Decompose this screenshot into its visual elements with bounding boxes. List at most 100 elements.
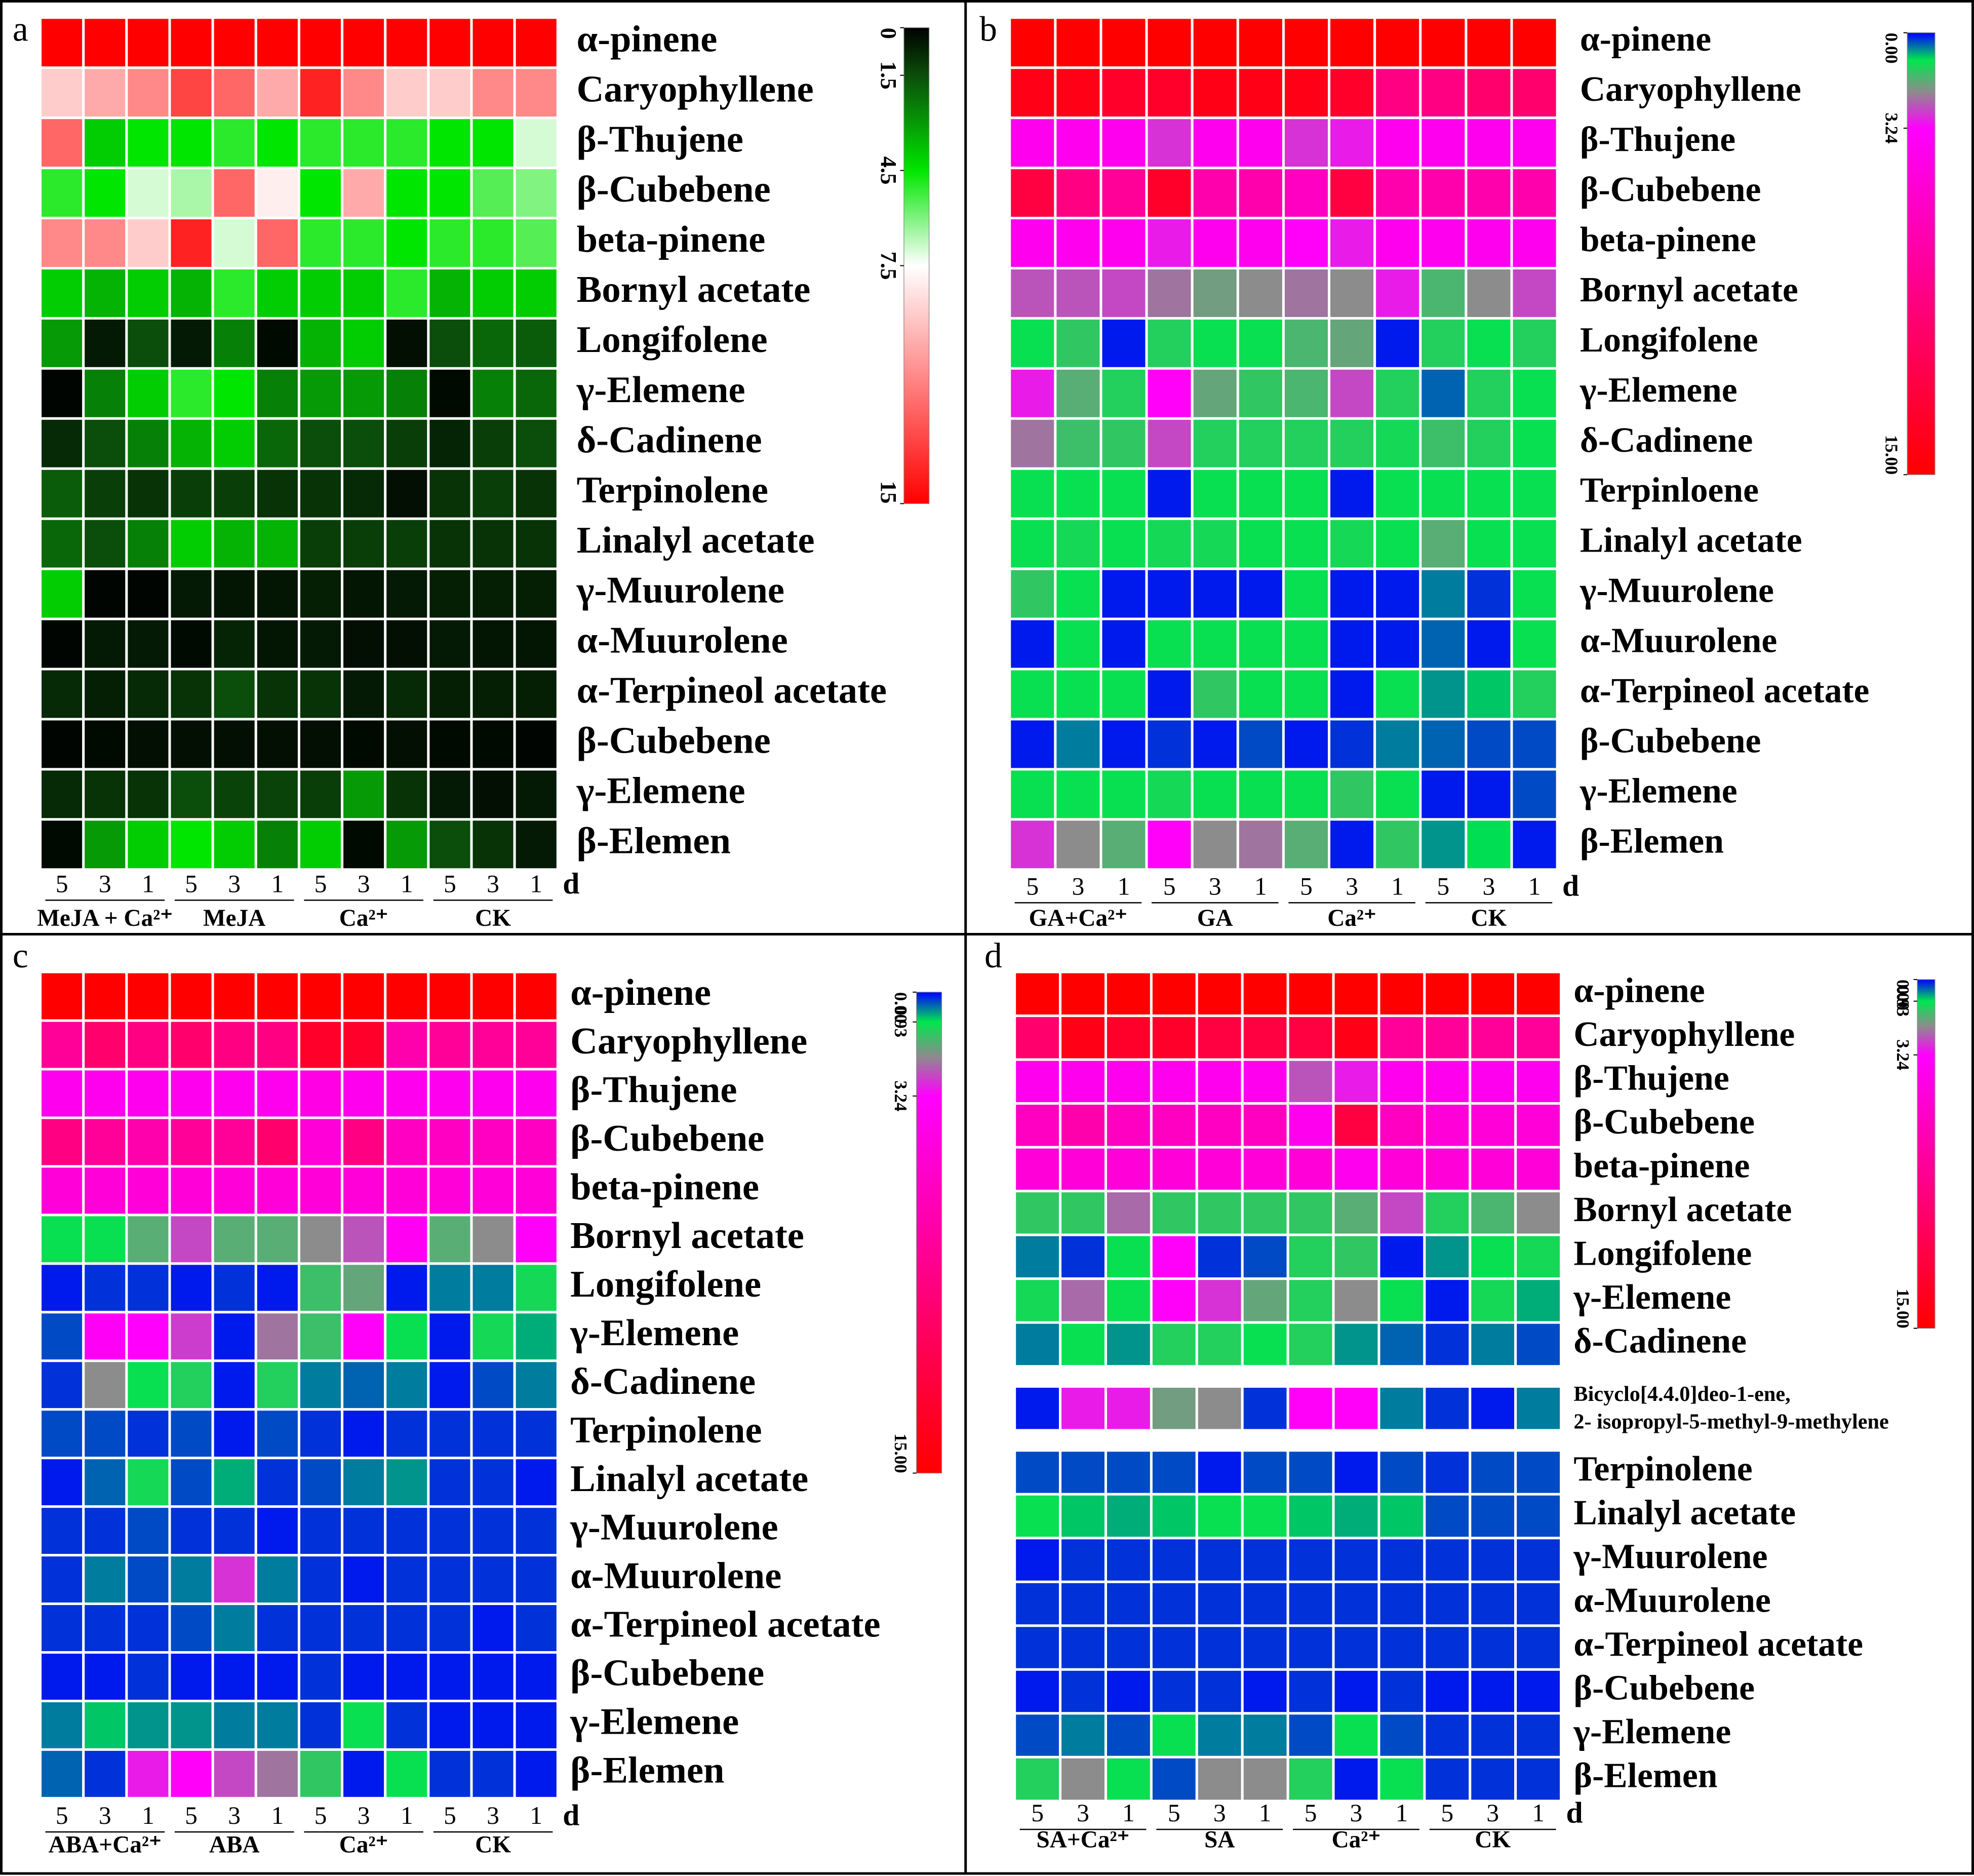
heatmap-cell (1008, 116, 1057, 170)
heatmap-cell (39, 16, 85, 69)
heatmap-cell (341, 116, 387, 170)
heatmap-cell (1145, 167, 1194, 220)
heatmap-cell (39, 467, 85, 520)
heatmap-cell (470, 1505, 516, 1557)
heatmap-cell (1241, 1277, 1289, 1324)
heatmap-cell (1013, 1449, 1062, 1496)
heatmap-cell (39, 1457, 85, 1508)
heatmap-cell (254, 16, 300, 69)
heatmap-cell (168, 1457, 214, 1508)
heatmap-cell (470, 116, 516, 170)
heatmap-cell (1059, 1755, 1107, 1803)
row-label: α-Muurolene (1573, 1581, 1770, 1620)
heatmap-cell (1236, 768, 1285, 821)
panel-label: d (984, 936, 1002, 975)
heatmap-cell (1054, 517, 1102, 570)
heatmap-cell (513, 1019, 559, 1071)
heatmap-cell (1514, 1755, 1563, 1803)
heatmap-cell (427, 1165, 473, 1217)
heatmap-cell (341, 1214, 387, 1265)
row-label: β-Cubebene (1580, 170, 1761, 209)
heatmap-cell (1236, 818, 1285, 871)
heatmap-cell (39, 66, 85, 120)
heatmap-cell (1469, 1058, 1517, 1105)
row-label: beta-pinene (1573, 1146, 1750, 1185)
heatmap-cell (254, 317, 300, 370)
heatmap-cell (168, 1165, 214, 1217)
heatmap-cell (470, 768, 516, 821)
row-label: Linalyl acetate (1573, 1493, 1796, 1532)
row-label: β-Thujene (570, 1069, 737, 1111)
heatmap-cell (39, 267, 85, 320)
heatmap-cell (211, 718, 257, 771)
colorbar (1907, 32, 1936, 475)
heatmap-cell (1423, 1449, 1472, 1496)
heatmap-cell (125, 617, 171, 671)
heatmap-cell (254, 768, 300, 821)
heatmap-cell (1514, 1014, 1563, 1061)
heatmap-cell (384, 567, 430, 620)
heatmap-cell (1059, 1102, 1107, 1149)
heatmap-cell (1373, 768, 1422, 821)
heatmap-cell (1008, 267, 1057, 320)
heatmap-cell (1332, 1712, 1380, 1758)
heatmap-cell (168, 267, 214, 320)
heatmap-cell (1423, 1668, 1472, 1715)
heatmap-cell (297, 1457, 344, 1508)
heatmap-cell (384, 167, 430, 220)
heatmap-cell (341, 1262, 387, 1314)
heatmap-cell (1236, 167, 1285, 220)
heatmap-cell (1465, 417, 1513, 470)
x-tick-label: 3 (1346, 872, 1358, 900)
heatmap-cell (341, 668, 387, 721)
heatmap-cell (1423, 1277, 1472, 1324)
heatmap-cell (1282, 517, 1331, 570)
heatmap-cell (470, 718, 516, 771)
heatmap-cell (125, 116, 171, 170)
row-label: α-Terpineol acetate (570, 1604, 880, 1646)
heatmap-cell (1510, 567, 1559, 620)
heatmap-cell (1195, 1385, 1244, 1432)
heatmap-cell (1286, 1493, 1335, 1540)
heatmap-cell (1241, 1668, 1289, 1715)
heatmap-cell (1236, 467, 1285, 520)
heatmap-cell (125, 66, 171, 120)
heatmap-cell (211, 1019, 257, 1071)
heatmap-cell (1059, 1712, 1107, 1758)
heatmap-cell (1328, 567, 1376, 620)
heatmap-cell (384, 116, 430, 170)
heatmap-cell (427, 617, 473, 671)
heatmap-cell (513, 1699, 559, 1751)
row-label: Bornyl acetate (1580, 270, 1798, 309)
heatmap-cell (384, 1262, 430, 1314)
x-tick-label: 3 (1486, 1799, 1499, 1827)
heatmap-cell (1510, 467, 1559, 520)
row-label: β-Elemen (1573, 1756, 1717, 1795)
heatmap-cell (39, 1165, 85, 1217)
row-label: β-Cubebene (577, 169, 771, 210)
heatmap-cell (82, 1068, 128, 1119)
heatmap-cell (1514, 1277, 1563, 1324)
heatmap-cell (1104, 1014, 1153, 1061)
x-tick-label: 3 (1209, 872, 1221, 900)
heatmap-cell (1104, 1146, 1153, 1193)
heatmap-cell (125, 1505, 171, 1557)
heatmap-cell (1008, 317, 1057, 370)
heatmap-cell (1377, 1233, 1426, 1280)
heatmap-cell (1150, 1277, 1198, 1324)
heatmap-cell (211, 1651, 257, 1702)
heatmap-cell (470, 367, 516, 420)
heatmap-cell (384, 617, 430, 671)
x-tick-label: 1 (1254, 872, 1267, 900)
heatmap-cell (1104, 1449, 1153, 1496)
heatmap-cell (1236, 718, 1285, 771)
heatmap-cell (254, 1699, 300, 1751)
heatmap-cell (470, 16, 516, 69)
colorbar-tick-label: 7.5 (876, 252, 901, 280)
heatmap-cell (1195, 1102, 1244, 1149)
heatmap-cell (1054, 567, 1102, 620)
heatmap-cell (470, 1019, 516, 1071)
heatmap-cell (1241, 1712, 1289, 1758)
heatmap-cell (470, 970, 516, 1022)
heatmap-cell (1510, 617, 1559, 671)
